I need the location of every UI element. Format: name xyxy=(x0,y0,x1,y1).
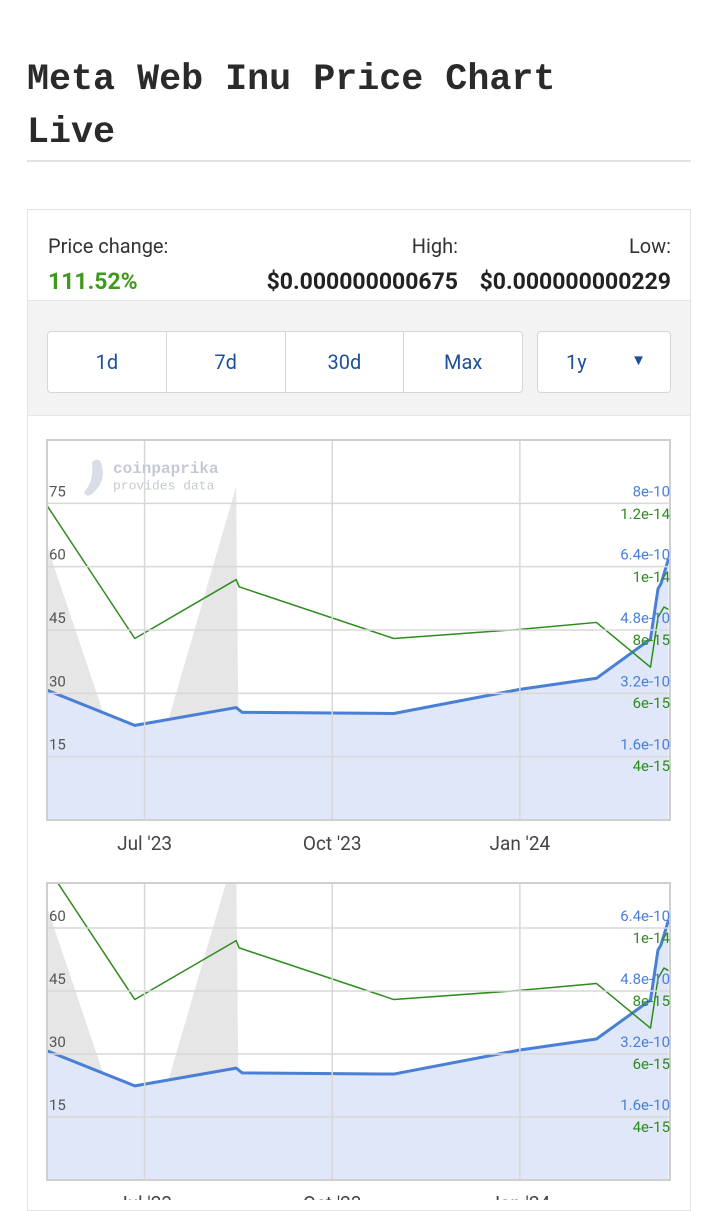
range-button[interactable]: 7d xyxy=(167,332,286,392)
y2-tick-label: 1.6e-10 xyxy=(620,1096,670,1114)
y3-tick-label: 1.2e-14 xyxy=(620,505,670,523)
x-tick-label: Jan '24 xyxy=(490,832,551,855)
y2-tick-label: 3.2e-10 xyxy=(620,672,670,690)
range-button[interactable]: 1d xyxy=(48,332,167,392)
x-tick-label: Jan '24 xyxy=(490,1192,551,1200)
y3-tick-label: 6e-15 xyxy=(633,694,670,712)
plot xyxy=(47,486,670,820)
plot xyxy=(47,883,670,1180)
high-label: High: xyxy=(411,234,458,258)
y3-tick-label: 1e-14 xyxy=(633,568,671,586)
y-tick-label: 45 xyxy=(49,970,66,988)
y-tick-label: 60 xyxy=(49,907,66,925)
charts: 15 30 45 60 75 1.6e-10 3.2e-10 4.8e-10 6.4e-10 8e… xyxy=(46,439,671,1200)
range-select[interactable]: 1y ▼ xyxy=(537,331,671,393)
y-tick-label: 60 xyxy=(49,546,66,564)
y3-tick-label: 8e-15 xyxy=(633,992,670,1010)
y3-tick-label: 4e-15 xyxy=(633,757,670,775)
page-title: Meta Web Inu Price Chart Live xyxy=(27,59,556,154)
y3-tick-label: 1e-14 xyxy=(633,929,671,947)
plot-frame xyxy=(46,882,671,1181)
y2-tick-label: 3.2e-10 xyxy=(620,1033,670,1051)
y3-tick-label: 4e-15 xyxy=(633,1118,670,1136)
low-label: Low: xyxy=(628,234,671,258)
range-buttons: 1d 7d 30d Max xyxy=(47,331,523,393)
watermark-subtitle: provides data xyxy=(113,478,215,493)
chart: 15 30 45 60 75 1.6e-10 3.2e-10 4.8e-10 6.4e-10 8e… xyxy=(46,439,671,855)
y-tick-label: 15 xyxy=(49,736,66,754)
x-tick-label: Oct '23 xyxy=(303,1192,362,1200)
y-tick-label: 30 xyxy=(49,1033,66,1051)
x-tick-label: Oct '23 xyxy=(303,832,362,855)
y2-tick-label: 4.8e-10 xyxy=(620,970,670,988)
area xyxy=(47,558,669,820)
price-change-label: Price change: xyxy=(48,234,169,258)
dropdown-arrow: ▼ xyxy=(631,351,646,369)
line xyxy=(47,505,669,668)
range-button[interactable]: Max xyxy=(443,350,483,374)
range-button[interactable]: 30d xyxy=(286,332,405,392)
price-change-value: 111.52% xyxy=(48,268,138,295)
y2-tick-label: 1.6e-10 xyxy=(620,736,670,754)
title-rule xyxy=(27,160,691,162)
y-tick-label: 30 xyxy=(49,672,66,690)
y3-tick-label: 6e-15 xyxy=(633,1055,670,1073)
y-tick-label: 75 xyxy=(49,482,66,500)
watermark-icon xyxy=(84,459,103,496)
y2-tick-label: 8e-10 xyxy=(633,482,670,500)
watermark-title: coinpaprika xyxy=(113,460,219,478)
chart: 15 30 45 60 1.6e-10 3.2e-10 4.8e-10 6.4e-10 4e-1… xyxy=(46,882,671,1200)
y3-tick-label: 8e-15 xyxy=(633,631,670,649)
area xyxy=(47,920,669,1180)
line xyxy=(56,883,669,1029)
range-select-value: 1y xyxy=(566,350,587,374)
y-tick-label: 45 xyxy=(49,609,66,627)
y2-tick-label: 6.4e-10 xyxy=(620,907,670,925)
x-tick-label: Jul '23 xyxy=(117,1192,172,1200)
high-value: $0.000000000675 xyxy=(266,268,458,295)
plot-frame xyxy=(46,439,671,821)
y-tick-label: 15 xyxy=(49,1096,66,1114)
y2-tick-label: 6.4e-10 xyxy=(620,546,670,564)
low-value: $0.000000000229 xyxy=(479,268,671,295)
y2-tick-label: 4.8e-10 xyxy=(620,609,670,627)
x-tick-label: Jul '23 xyxy=(117,832,172,855)
